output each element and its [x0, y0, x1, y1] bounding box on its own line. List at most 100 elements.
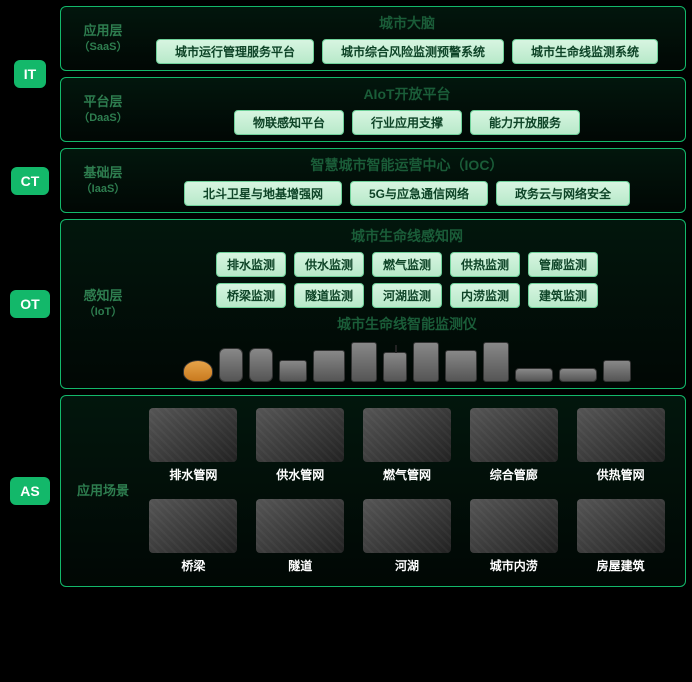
chip-row: 桥梁监测隧道监测河湖监测内涝监测建筑监测	[139, 283, 675, 308]
scene-image	[149, 408, 237, 462]
chip: 城市运行管理服务平台	[156, 39, 314, 64]
device-icon	[279, 360, 307, 382]
chip: 河湖监测	[372, 283, 442, 308]
side-label-wrap: AS	[6, 395, 54, 587]
chip: 行业应用支撑	[352, 110, 462, 135]
scene-item: 城市内涝	[467, 499, 560, 574]
architecture-diagram: IT应用层（SaaS）城市大脑城市运行管理服务平台城市综合风险监测预警系统城市生…	[0, 0, 692, 599]
device-icon	[603, 360, 631, 382]
layer-row-ot: OT感知层（IoT）城市生命线感知网排水监测供水监测燃气监测供热监测管廊监测桥梁…	[6, 219, 686, 389]
layer-tag-sub: （IaaS）	[81, 182, 126, 196]
device-icon	[413, 342, 439, 382]
scene-image	[363, 499, 451, 553]
layer-tag: 基础层（IaaS）	[67, 155, 139, 206]
layer-content: 智慧城市智能运营中心（IOC） 北斗卫星与地基增强网5G与应急通信网络政务云与网络…	[139, 155, 675, 206]
layer-title: 城市生命线感知网	[139, 226, 675, 246]
side-label-wrap: OT	[6, 219, 54, 389]
layer-title: AIoT开放平台	[139, 84, 675, 104]
scene-item: 排水管网	[147, 408, 240, 483]
scene-label: 城市内涝	[490, 557, 538, 574]
layer-tag-sub: （SaaS）	[79, 40, 128, 54]
layer-title: 城市大脑	[139, 13, 675, 33]
scene-item: 河湖	[361, 499, 454, 574]
scene-image	[363, 408, 451, 462]
scene-item: 桥梁	[147, 499, 240, 574]
scene-label: 综合管廊	[490, 466, 538, 483]
layer-tag: 应用场景	[67, 402, 139, 580]
chip: 燃气监测	[372, 252, 442, 277]
chip-row: 排水监测供水监测燃气监测供热监测管廊监测	[139, 252, 675, 277]
layer-tag-main: 基础层	[83, 165, 122, 182]
layer-content: 城市大脑城市运行管理服务平台城市综合风险监测预警系统城市生命线监测系统	[139, 13, 675, 64]
scene-label: 房屋建筑	[597, 557, 645, 574]
layer-content: 城市生命线感知网排水监测供水监测燃气监测供热监测管廊监测桥梁监测隧道监测河湖监测…	[139, 226, 675, 382]
scene-image	[470, 408, 558, 462]
scene-item: 供水管网	[254, 408, 347, 483]
chip: 城市生命线监测系统	[512, 39, 658, 64]
chip: 能力开放服务	[470, 110, 580, 135]
layer-content: AIoT开放平台物联感知平台行业应用支撑能力开放服务	[139, 84, 675, 135]
layer-tag-sub: （DaaS）	[78, 111, 128, 125]
chip-row: 城市运行管理服务平台城市综合风险监测预警系统城市生命线监测系统	[139, 39, 675, 64]
chip: 内涝监测	[450, 283, 520, 308]
layer-content: 排水管网供水管网 燃气管网 综合管廊 供热管网桥梁 隧道 河湖城市内涝 房屋建筑	[139, 402, 675, 580]
chip-row: 物联感知平台行业应用支撑能力开放服务	[139, 110, 675, 135]
scene-item: 综合管廊	[467, 408, 560, 483]
chip: 城市综合风险监测预警系统	[322, 39, 504, 64]
scene-label: 桥梁	[181, 557, 205, 574]
chip: 管廊监测	[528, 252, 598, 277]
layer-tag: 感知层（IoT）	[67, 226, 139, 382]
scene-image	[149, 499, 237, 553]
device-icon	[483, 342, 509, 382]
device-icon	[383, 352, 407, 382]
chip-row: 北斗卫星与地基增强网5G与应急通信网络政务云与网络安全	[139, 181, 675, 206]
scene-item: 供热管网	[574, 408, 667, 483]
layer-tag: 应用层（SaaS）	[67, 13, 139, 64]
side-label: OT	[10, 290, 49, 318]
layer-tag-main: 应用场景	[77, 483, 129, 500]
layer-tag-sub: （IoT）	[84, 305, 123, 319]
layer-panel: 平台层（DaaS）AIoT开放平台物联感知平台行业应用支撑能力开放服务	[60, 77, 686, 142]
scene-label: 燃气管网	[383, 466, 431, 483]
scene-image	[577, 499, 665, 553]
layer-subtitle: 城市生命线智能监测仪	[139, 314, 675, 334]
device-icon	[515, 368, 553, 382]
chip: 供水监测	[294, 252, 364, 277]
chip: 5G与应急通信网络	[350, 181, 488, 206]
layer-stack: 感知层（IoT）城市生命线感知网排水监测供水监测燃气监测供热监测管廊监测桥梁监测…	[60, 219, 686, 389]
scene-image	[256, 499, 344, 553]
chip: 桥梁监测	[216, 283, 286, 308]
chip: 隧道监测	[294, 283, 364, 308]
chip: 供热监测	[450, 252, 520, 277]
layer-tag-main: 应用层	[83, 23, 122, 40]
side-label: AS	[10, 477, 49, 505]
side-label: CT	[11, 167, 50, 195]
layer-stack: 应用场景 排水管网供水管网 燃气管网 综合管廊 供热管网桥梁 隧道 河湖城市内涝 房屋建筑	[60, 395, 686, 587]
layer-tag-main: 平台层	[83, 94, 122, 111]
device-icon	[313, 350, 345, 382]
layer-row-as: AS 应用场景 排水管网供水管网 燃气管网 综合管廊 供热管网桥梁 隧道 河湖城市内涝 房屋建筑	[6, 395, 686, 587]
scene-image	[577, 408, 665, 462]
chip: 建筑监测	[528, 283, 598, 308]
device-icon	[351, 342, 377, 382]
layer-stack: 基础层（IaaS）智慧城市智能运营中心（IOC）北斗卫星与地基增强网5G与应急通…	[60, 148, 686, 213]
scene-item: 燃气管网	[361, 408, 454, 483]
layer-row-it: IT应用层（SaaS）城市大脑城市运行管理服务平台城市综合风险监测预警系统城市生…	[6, 6, 686, 142]
layer-title: 智慧城市智能运营中心（IOC）	[139, 155, 675, 175]
layer-tag: 平台层（DaaS）	[67, 84, 139, 135]
layer-tag-main: 感知层	[83, 288, 122, 305]
chip: 物联感知平台	[234, 110, 344, 135]
scene-grid: 排水管网供水管网 燃气管网 综合管廊 供热管网桥梁 隧道 河湖城市内涝 房屋建筑	[139, 402, 675, 580]
scene-label: 供水管网	[276, 466, 324, 483]
scene-label: 隧道	[288, 557, 312, 574]
layer-row-ct: CT基础层（IaaS）智慧城市智能运营中心（IOC）北斗卫星与地基增强网5G与应…	[6, 148, 686, 213]
scene-image	[256, 408, 344, 462]
scene-item: 隧道	[254, 499, 347, 574]
device-icon	[445, 350, 477, 382]
chip: 排水监测	[216, 252, 286, 277]
device-icon	[249, 348, 273, 382]
layer-panel: 感知层（IoT）城市生命线感知网排水监测供水监测燃气监测供热监测管廊监测桥梁监测…	[60, 219, 686, 389]
layer-panel: 应用层（SaaS）城市大脑城市运行管理服务平台城市综合风险监测预警系统城市生命线…	[60, 6, 686, 71]
layer-panel: 应用场景 排水管网供水管网 燃气管网 综合管廊 供热管网桥梁 隧道 河湖城市内涝 房屋建筑	[60, 395, 686, 587]
device-icon	[183, 360, 213, 382]
